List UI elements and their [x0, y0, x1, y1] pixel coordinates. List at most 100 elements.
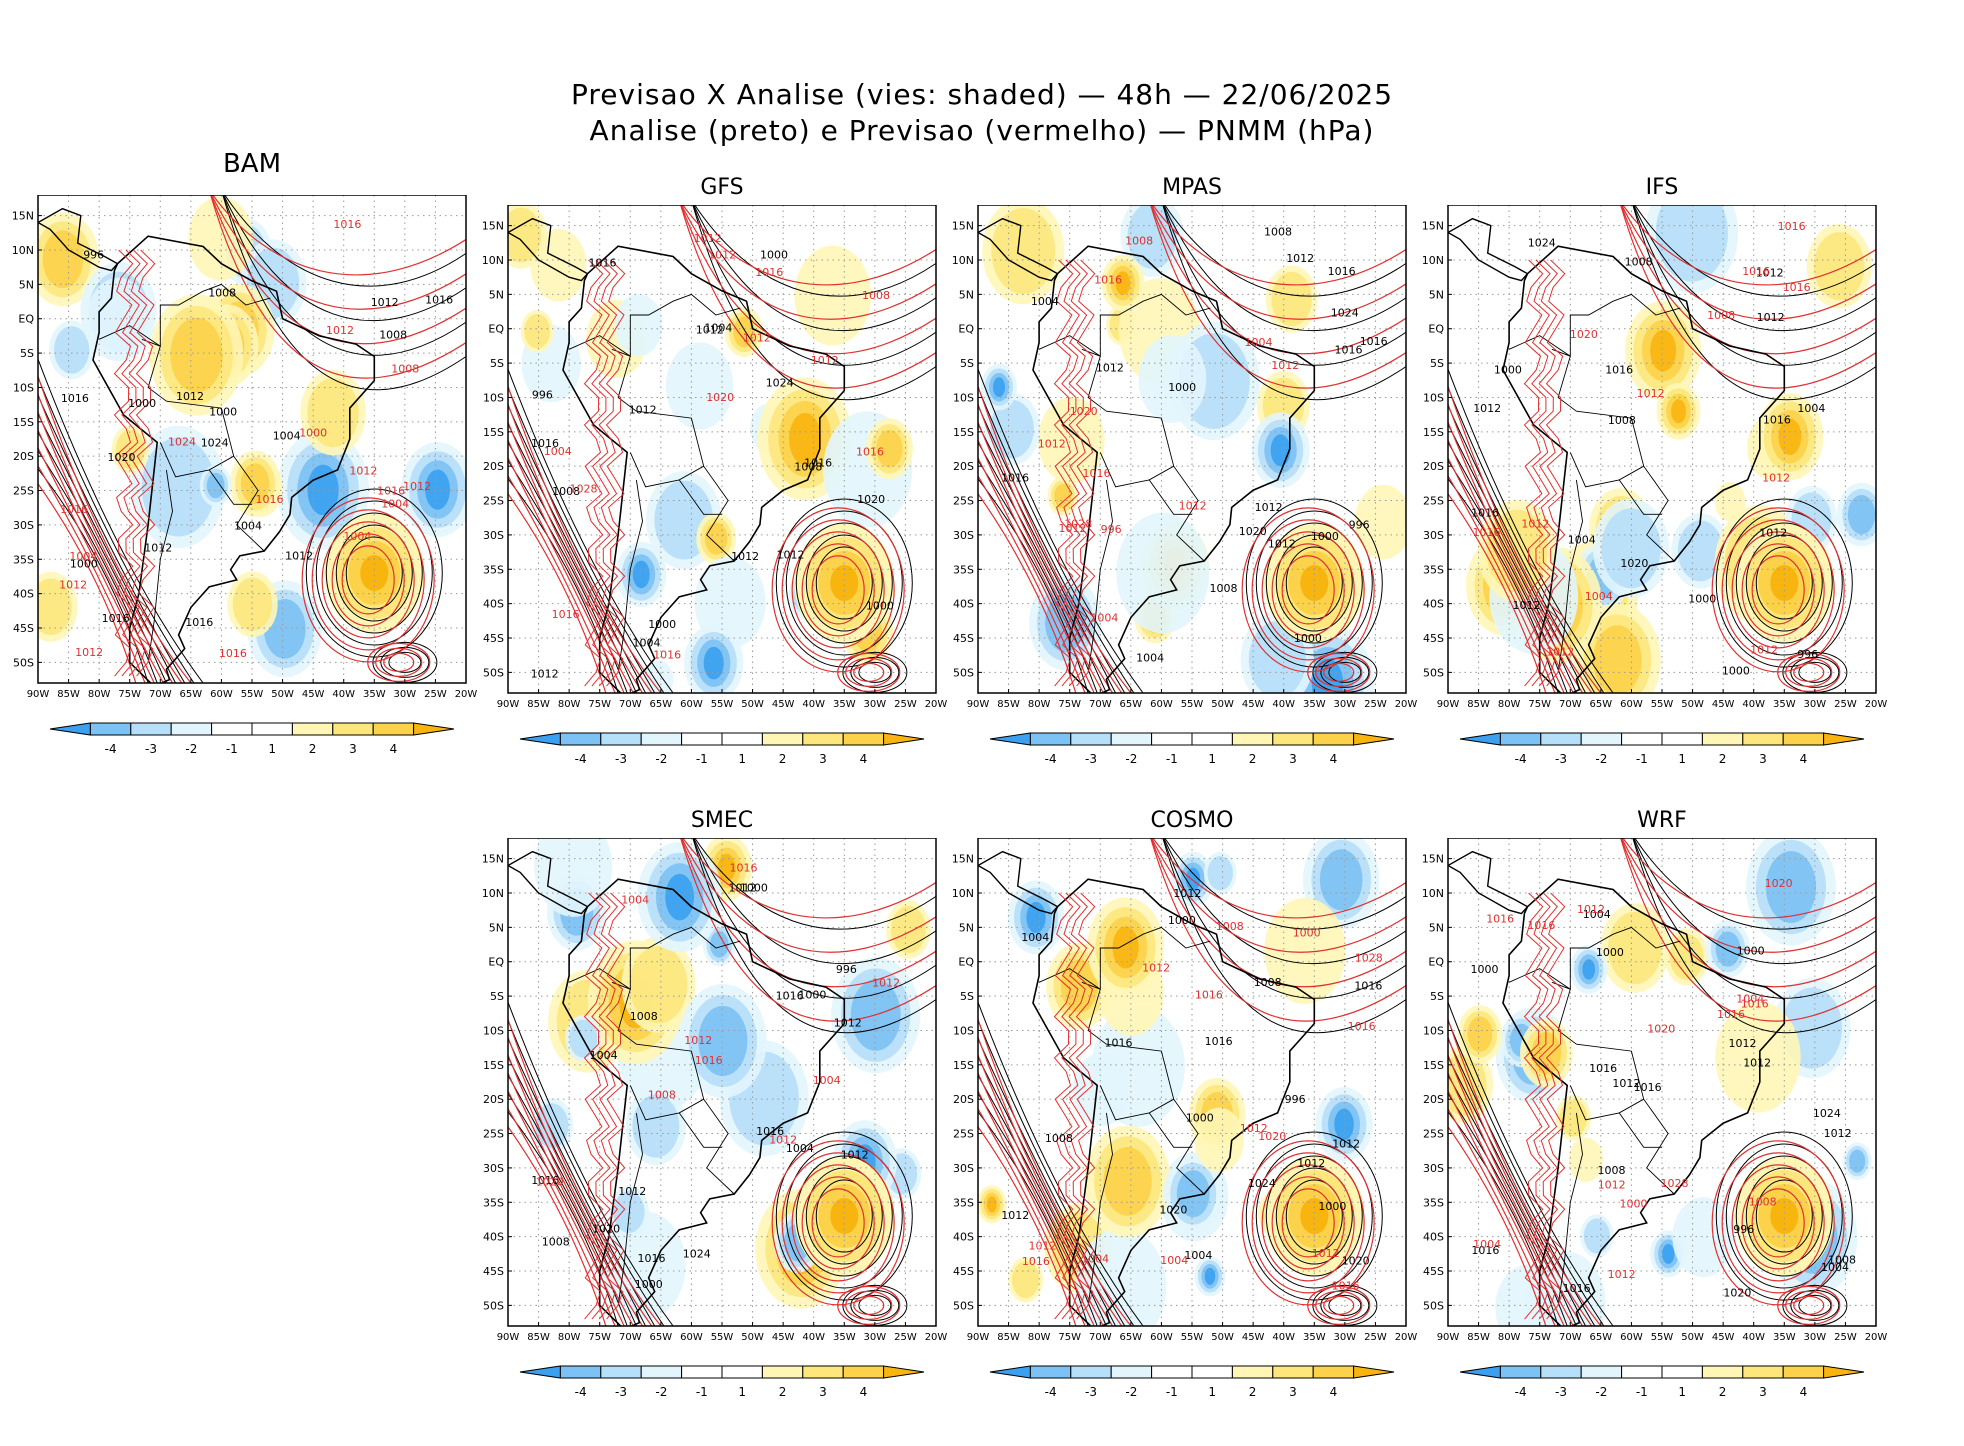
colorbar-label: 4 — [390, 742, 398, 756]
panel-title: GFS — [700, 175, 744, 200]
bias-shading — [698, 1005, 748, 1077]
colorbar-label: 3 — [1759, 1385, 1767, 1399]
bias-shading — [206, 472, 225, 499]
isobar-label-analysis: 1024 — [201, 437, 229, 450]
bias-shading — [733, 316, 755, 348]
lon-tick-label: 40W — [1742, 1332, 1765, 1343]
isobar-label-analysis: 1008 — [794, 460, 822, 473]
isobar-label-forecast: 1004 — [69, 550, 97, 563]
colorbar-label: -3 — [1555, 752, 1567, 766]
lon-tick-label: 60W — [1620, 699, 1643, 710]
colorbar-label: -4 — [575, 752, 587, 766]
lon-tick-label: 75W — [1528, 1332, 1551, 1343]
isobar-label-forecast: 1012 — [326, 324, 354, 337]
isobar-label-forecast: 1012 — [708, 249, 736, 262]
lon-tick-label: 75W — [118, 689, 141, 700]
isobar-label-forecast: 1012 — [75, 646, 103, 659]
isobar-label-forecast: 1024 — [168, 436, 196, 449]
lon-tick-label: 85W — [997, 699, 1020, 710]
bias-shading — [170, 317, 223, 393]
bias-shading — [86, 277, 150, 360]
lon-tick-label: 20W — [925, 699, 948, 710]
lon-tick-label: 20W — [1395, 699, 1418, 710]
lon-tick-label: 75W — [1058, 699, 1081, 710]
isobar-label-forecast: 1012 — [1762, 471, 1790, 484]
lat-tick-label: 50S — [953, 1299, 974, 1312]
isobar-label-forecast: 1004 — [1245, 336, 1273, 349]
colorbar-label: 2 — [1719, 752, 1727, 766]
isobar-label-forecast: 1004 — [1585, 590, 1613, 603]
colorbar-label: -1 — [696, 752, 708, 766]
isobar-label-forecast: 1016 — [1741, 997, 1769, 1010]
colorbar-label: -1 — [696, 1385, 708, 1399]
bias-shading — [1531, 1032, 1562, 1075]
bias-shading — [1207, 855, 1233, 891]
colorbar-label: 4 — [860, 1385, 868, 1399]
lon-tick-label: 85W — [1467, 1332, 1490, 1343]
lon-tick-label: 70W — [1559, 699, 1582, 710]
isobar-label-analysis: 1004 — [1031, 295, 1059, 308]
isobar-label-forecast: 1016 — [552, 608, 580, 621]
bias-shading — [1655, 205, 1728, 282]
lon-tick-label: 65W — [180, 689, 203, 700]
isobar-label-analysis: 1016 — [756, 1125, 784, 1138]
isobar-label-forecast: 1028 — [570, 483, 598, 496]
lat-tick-label: 15S — [1423, 426, 1444, 439]
bias-shading — [1672, 1197, 1734, 1278]
colorbar-label: 4 — [1800, 1385, 1808, 1399]
isobar-label-forecast: 1016 — [1717, 1008, 1745, 1021]
bias-shading — [1354, 484, 1406, 560]
isobar-label-analysis: 1008 — [542, 1235, 570, 1248]
lat-tick-label: 40S — [483, 598, 504, 611]
colorbar-label: 3 — [1759, 752, 1767, 766]
lat-tick-label: 50S — [483, 666, 504, 679]
bias-shading — [1270, 434, 1291, 467]
lat-tick-label: 45S — [483, 1265, 504, 1278]
colorbar-label: -3 — [615, 1385, 627, 1399]
isobar-label-analysis: 1012 — [1513, 599, 1541, 612]
isobar-label-analysis: 1020 — [1239, 525, 1267, 538]
colorbar-label: -4 — [1515, 1385, 1527, 1399]
isobar-label-forecast: 1016 — [1094, 274, 1122, 287]
lon-tick-label: 90W — [497, 1332, 520, 1343]
isobar-label-forecast: 1016 — [1332, 1280, 1360, 1293]
lon-tick-label: 50W — [1681, 699, 1704, 710]
isobar-label-analysis: 996 — [1349, 518, 1370, 531]
lon-tick-label: 55W — [711, 699, 734, 710]
lon-tick-label: 50W — [1211, 699, 1234, 710]
bias-shading — [990, 399, 1034, 459]
isobar-label-forecast: 1012 — [1598, 1179, 1626, 1192]
colorbar-label: 3 — [819, 752, 827, 766]
isobar-label-analysis: 1016 — [185, 616, 213, 629]
isobar-label-forecast: 1012 — [1059, 522, 1087, 535]
lat-tick-label: 15S — [953, 426, 974, 439]
isobar-label-forecast: 1028 — [1355, 951, 1383, 964]
lon-tick-label: 25W — [894, 699, 917, 710]
isobar-label-analysis: 1004 — [590, 1049, 618, 1062]
isobar-label-analysis: 1004 — [633, 636, 661, 649]
lat-tick-label: 10N — [1422, 254, 1444, 267]
isobar-label-analysis: 1012 — [1268, 538, 1296, 551]
bias-shading — [1060, 959, 1098, 1013]
map-panel-cosmo: COSMO 1012 1016 1012 1016 1012 1016 1020 1008 100… — [940, 808, 1426, 1446]
bias-shading — [632, 1094, 680, 1158]
isobar-label-analysis: 1008 — [1264, 225, 1292, 238]
colorbar-label: 2 — [1249, 1385, 1257, 1399]
isobar-label-forecast: 1016 — [1473, 526, 1501, 539]
isobar-label-analysis: 1000 — [1596, 946, 1624, 959]
bias-shading — [1334, 1108, 1354, 1141]
isobar-label-analysis: 1024 — [683, 1247, 711, 1260]
isobar-label-analysis: 1012 — [618, 1185, 646, 1198]
isobar-label-forecast: 1020 — [1570, 328, 1598, 341]
map-svg: 1016101210161012101210161020100810041000… — [482, 838, 947, 1399]
lon-tick-label: 45W — [1242, 699, 1265, 710]
bias-shading — [54, 326, 90, 374]
lat-tick-label: 20S — [953, 460, 974, 473]
lat-tick-label: 10S — [483, 1024, 504, 1037]
panel-title: IFS — [1645, 175, 1679, 200]
lat-tick-label: 15S — [1423, 1059, 1444, 1072]
colorbar-label: -2 — [655, 752, 667, 766]
isobar-label-analysis: 1000 — [70, 557, 98, 570]
isobar-label-analysis: 1000 — [740, 882, 768, 895]
bias-shading — [1568, 1137, 1604, 1183]
